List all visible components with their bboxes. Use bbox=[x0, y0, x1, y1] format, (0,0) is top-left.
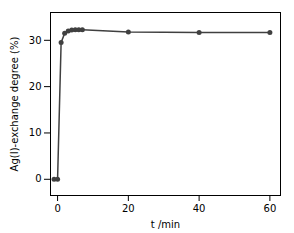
svg-text:10: 10 bbox=[29, 127, 42, 138]
svg-text:40: 40 bbox=[193, 203, 206, 214]
svg-text:0: 0 bbox=[54, 203, 60, 214]
svg-text:20: 20 bbox=[29, 81, 42, 92]
svg-text:0: 0 bbox=[35, 173, 41, 184]
svg-text:t /min: t /min bbox=[151, 219, 180, 230]
svg-text:Ag(I)-exchange degree (%): Ag(I)-exchange degree (%) bbox=[9, 37, 20, 172]
svg-text:20: 20 bbox=[122, 203, 135, 214]
svg-text:30: 30 bbox=[29, 34, 42, 45]
svg-text:60: 60 bbox=[264, 203, 277, 214]
